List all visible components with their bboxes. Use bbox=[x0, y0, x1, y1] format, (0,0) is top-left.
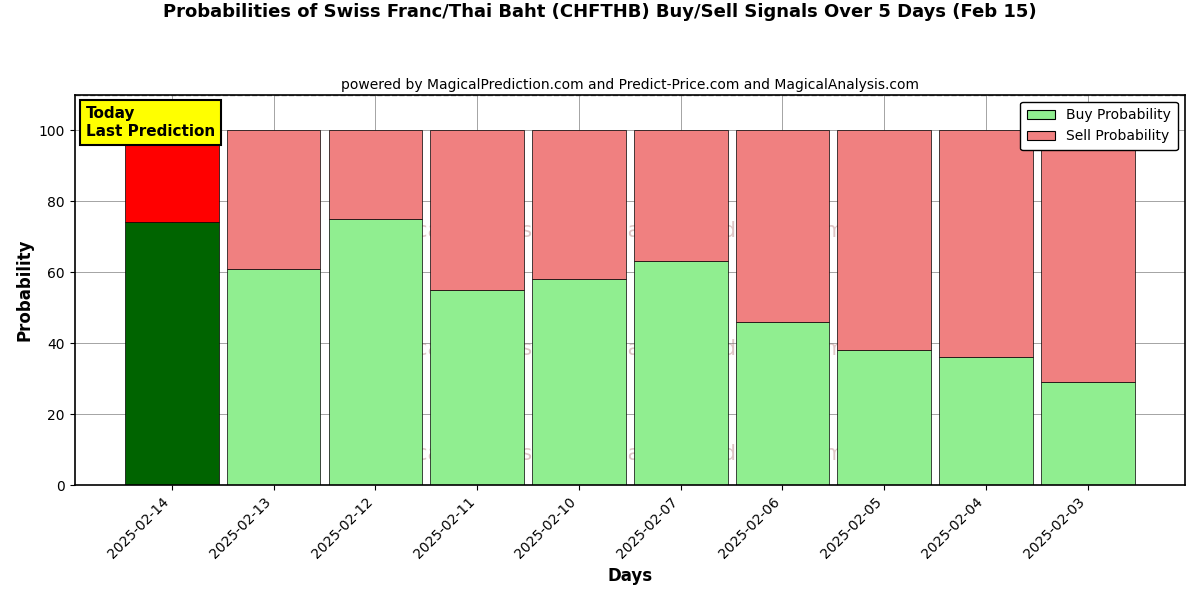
Title: powered by MagicalPrediction.com and Predict-Price.com and MagicalAnalysis.com: powered by MagicalPrediction.com and Pre… bbox=[341, 78, 919, 92]
Bar bbox=[634, 262, 727, 485]
Bar bbox=[736, 130, 829, 322]
Text: calAnalysis.com    MagicalPrediction.com: calAnalysis.com MagicalPrediction.com bbox=[415, 338, 844, 359]
Bar bbox=[1040, 130, 1134, 382]
Text: Probabilities of Swiss Franc/Thai Baht (CHFTHB) Buy/Sell Signals Over 5 Days (Fe: Probabilities of Swiss Franc/Thai Baht (… bbox=[163, 3, 1037, 21]
Bar bbox=[940, 358, 1033, 485]
Text: Today
Last Prediction: Today Last Prediction bbox=[85, 106, 215, 139]
Legend: Buy Probability, Sell Probability: Buy Probability, Sell Probability bbox=[1020, 101, 1178, 151]
Bar bbox=[329, 219, 422, 485]
Bar bbox=[532, 279, 625, 485]
Bar bbox=[532, 130, 625, 279]
Bar bbox=[125, 223, 218, 485]
Bar bbox=[329, 130, 422, 219]
Bar bbox=[431, 290, 524, 485]
Bar bbox=[431, 130, 524, 290]
Bar bbox=[227, 130, 320, 269]
X-axis label: Days: Days bbox=[607, 567, 653, 585]
Bar bbox=[125, 130, 218, 223]
Bar bbox=[838, 130, 931, 350]
Bar bbox=[838, 350, 931, 485]
Text: calAnalysis.com    MagicalPrediction.com: calAnalysis.com MagicalPrediction.com bbox=[415, 444, 844, 464]
Bar bbox=[227, 269, 320, 485]
Bar bbox=[634, 130, 727, 262]
Bar bbox=[1040, 382, 1134, 485]
Y-axis label: Probability: Probability bbox=[16, 239, 34, 341]
Bar bbox=[736, 322, 829, 485]
Bar bbox=[940, 130, 1033, 358]
Text: calAnalysis.com    MagicalPrediction.com: calAnalysis.com MagicalPrediction.com bbox=[415, 221, 844, 241]
